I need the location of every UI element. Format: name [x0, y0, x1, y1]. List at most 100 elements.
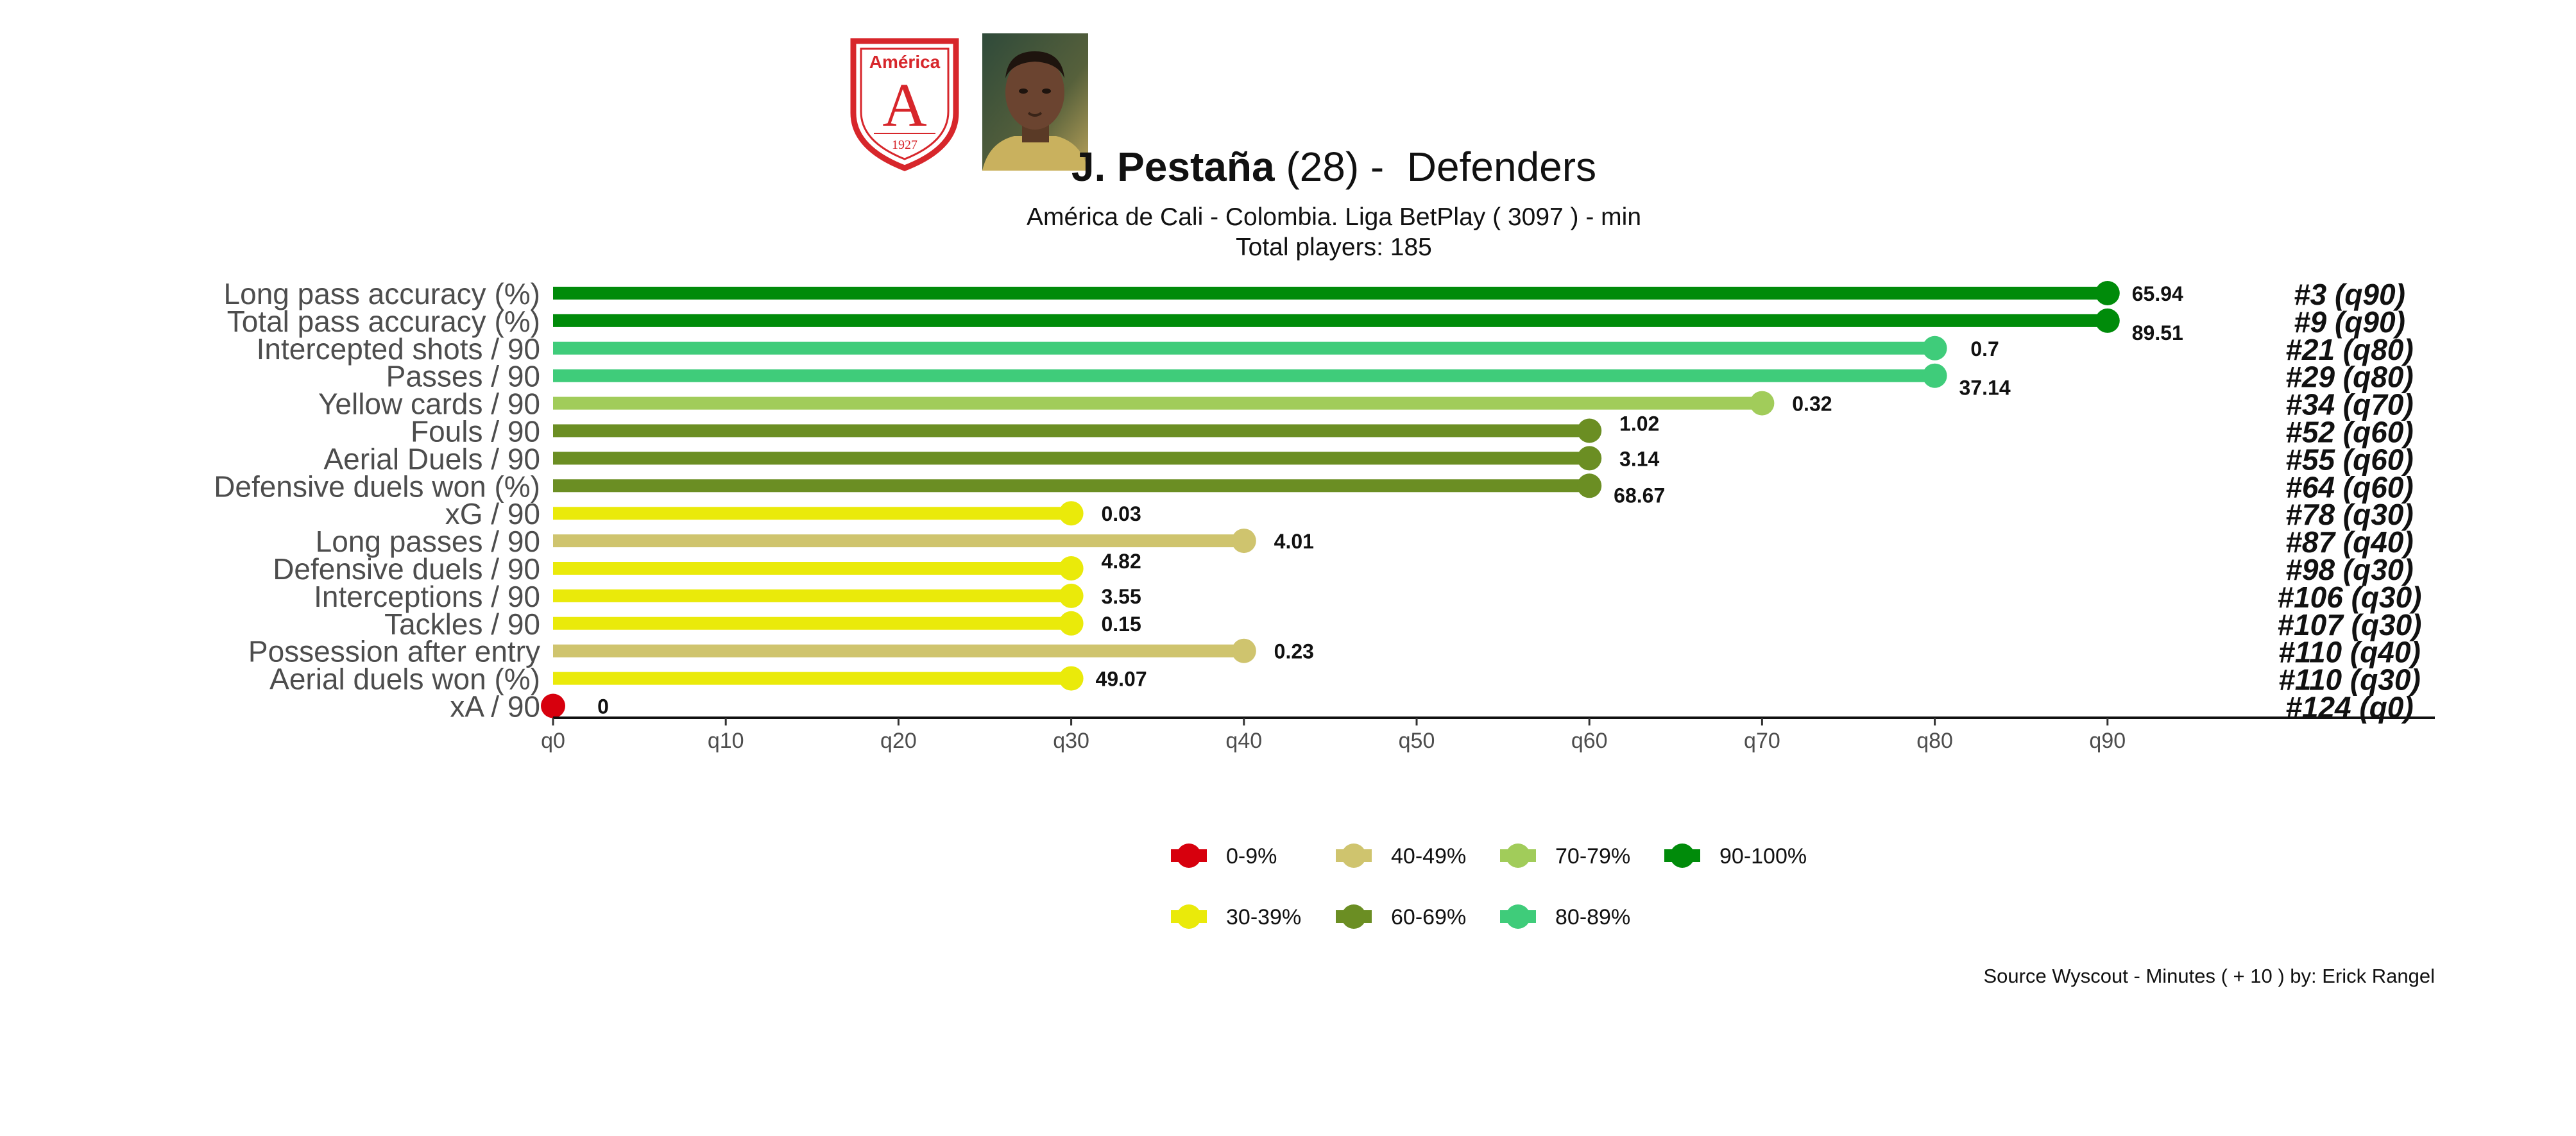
- chart-subtitle-line1: América de Cali - Colombia. Liga BetPlay…: [1027, 203, 1641, 231]
- x-tick-label: q50: [1399, 729, 1435, 753]
- legend-item: 30-39%: [1171, 904, 1301, 929]
- x-tick-label: q0: [541, 729, 565, 753]
- chart-row: Possession after entry 0.23 #110 (q40): [248, 635, 2421, 669]
- value-label: 3.14: [1619, 447, 1659, 470]
- lollipop-point: [1059, 666, 1084, 691]
- rank-label: #34 (q70): [2285, 388, 2413, 421]
- metric-label: Long pass accuracy (%): [224, 277, 540, 310]
- legend-label: 30-39%: [1226, 905, 1301, 929]
- value-label: 0.32: [1792, 393, 1832, 416]
- chart-title: J. Pestaña (28) - Defenders: [1071, 144, 1596, 190]
- legend-label: 0-9%: [1226, 844, 1277, 869]
- metric-label: Fouls / 90: [411, 415, 540, 448]
- rank-label: #87 (q40): [2285, 525, 2413, 559]
- value-label: 4.82: [1101, 550, 1141, 573]
- legend-swatch-point: [1177, 844, 1201, 868]
- lollipop-point: [1059, 501, 1084, 526]
- value-label: 68.67: [1614, 484, 1665, 507]
- chart-row: Long pass accuracy (%) 65.94 #3 (q90): [224, 277, 2405, 311]
- value-label: 1.02: [1619, 412, 1659, 436]
- legend-item: 80-89%: [1500, 904, 1630, 929]
- metric-label: Possession after entry: [248, 635, 540, 668]
- legend-item: 90-100%: [1664, 844, 1807, 869]
- legend-swatch-point: [1177, 904, 1201, 929]
- rank-label: #98 (q30): [2285, 553, 2413, 586]
- lollipop-point: [1231, 638, 1256, 663]
- legend-label: 60-69%: [1391, 905, 1466, 929]
- metric-label: Defensive duels won (%): [214, 470, 540, 503]
- lollipop-point: [1577, 418, 1602, 443]
- legend-swatch-point: [1506, 904, 1530, 929]
- rank-label: #64 (q60): [2285, 470, 2413, 504]
- x-tick-label: q60: [1571, 729, 1608, 753]
- crest-year: 1927: [892, 138, 917, 152]
- metric-label: Aerial Duels / 90: [324, 442, 541, 475]
- metric-label: Long passes / 90: [316, 525, 540, 558]
- x-tick-label: q30: [1053, 729, 1089, 753]
- legend-swatch-point: [1670, 844, 1694, 868]
- value-label: 0.15: [1101, 613, 1141, 636]
- metric-label: Aerial duels won (%): [269, 663, 540, 696]
- value-label: 89.51: [2132, 321, 2183, 344]
- metric-label: Tackles / 90: [384, 607, 540, 641]
- metric-label: Interceptions / 90: [314, 580, 540, 613]
- chart-row: Fouls / 90 1.02 #52 (q60): [411, 412, 2414, 449]
- x-tick-label: q90: [2089, 729, 2126, 753]
- value-label: 3.55: [1101, 585, 1141, 608]
- lollipop-point: [2095, 308, 2120, 333]
- legend-swatch-point: [1342, 844, 1366, 868]
- legend-item: 40-49%: [1336, 844, 1466, 869]
- legend-label: 70-79%: [1555, 844, 1630, 869]
- chart-row: Total pass accuracy (%) 89.51 #9 (q90): [227, 305, 2405, 344]
- lollipop-point: [541, 693, 565, 718]
- legend-item: 0-9%: [1171, 844, 1277, 869]
- legend-item: 60-69%: [1336, 904, 1466, 929]
- chart-row: Tackles / 90 0.15 #107 (q30): [384, 607, 2421, 641]
- chart-row: Aerial Duels / 90 3.14 #55 (q60): [324, 442, 2414, 476]
- rank-label: #9 (q90): [2294, 305, 2405, 339]
- metric-label: Defensive duels / 90: [273, 552, 540, 586]
- crest-club-text: América: [869, 52, 941, 72]
- crest-letter: A: [882, 71, 926, 139]
- title-age-role: (28) - Defenders: [1275, 144, 1597, 190]
- rank-label: #106 (q30): [2277, 581, 2421, 614]
- lollipop-point: [1577, 446, 1602, 471]
- lollipop-point: [1231, 529, 1256, 554]
- rank-label: #110 (q40): [2278, 636, 2421, 669]
- chart-row: Long passes / 90 4.01 #87 (q40): [316, 525, 2414, 559]
- lollipop-point: [1059, 583, 1084, 608]
- value-label: 0.23: [1274, 640, 1314, 663]
- value-label: 0.7: [1970, 337, 1999, 360]
- player-photo: [982, 33, 1088, 171]
- title-player-name: J. Pestaña: [1071, 144, 1275, 190]
- chart-caption: Source Wyscout - Minutes ( + 10 ) by: Er…: [1983, 965, 2435, 987]
- value-label: 0.03: [1101, 502, 1141, 525]
- chart-row: Aerial duels won (%) 49.07 #110 (q30): [269, 663, 2421, 697]
- club-crest-logo: América A 1927: [850, 38, 959, 171]
- metric-label: xG / 90: [445, 497, 540, 530]
- chart-row: Defensive duels / 90 4.82 #98 (q30): [273, 550, 2414, 586]
- chart-legend: 0-9% 40-49% 70-79% 90-100% 30-39% 60-69% 80-89…: [1171, 844, 1807, 929]
- rank-label: #110 (q30): [2278, 663, 2421, 697]
- lollipop-point: [1750, 391, 1775, 416]
- metric-label: Yellow cards / 90: [318, 387, 540, 421]
- metric-label: Passes / 90: [386, 360, 540, 393]
- legend-item: 70-79%: [1500, 844, 1630, 869]
- rank-label: #3 (q90): [2294, 278, 2405, 311]
- lollipop-point: [1922, 363, 1947, 388]
- value-label: 37.14: [1959, 377, 2011, 400]
- lollipop-point: [1577, 473, 1602, 498]
- metric-label: Intercepted shots / 90: [257, 332, 540, 366]
- chart-row: Yellow cards / 90 0.32 #34 (q70): [318, 387, 2414, 421]
- rank-label: #55 (q60): [2285, 443, 2413, 476]
- lollipop-point: [1922, 335, 1947, 360]
- chart-row: Passes / 90 37.14 #29 (q80): [386, 360, 2414, 400]
- rank-label: #78 (q30): [2285, 498, 2413, 531]
- chart-row: Interceptions / 90 3.55 #106 (q30): [314, 580, 2421, 614]
- metric-label: Total pass accuracy (%): [227, 305, 540, 338]
- rank-label: #21 (q80): [2285, 333, 2413, 366]
- metric-label: xA / 90: [450, 690, 540, 724]
- rank-label: #52 (q60): [2285, 416, 2413, 449]
- x-axis-ticks: q0 q10 q20 q30 q40 q50 q60 q70 q80 q90: [541, 718, 2126, 753]
- chart-row: xG / 90 0.03 #78 (q30): [445, 497, 2414, 531]
